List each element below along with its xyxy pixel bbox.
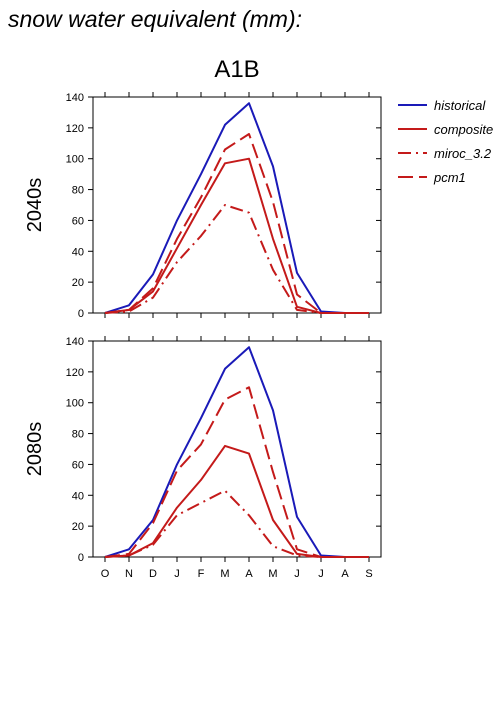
y-tick-label: 80 [72, 429, 84, 441]
y-tick-label: 120 [66, 123, 84, 135]
x-tick-label: A [341, 568, 349, 580]
y-tick-label: 0 [78, 552, 84, 564]
x-tick-label: F [198, 568, 205, 580]
plot-frame [92, 96, 382, 314]
page-title: snow water equivalent (mm): [8, 6, 302, 32]
x-tick-label: N [125, 568, 133, 580]
y-tick-label: 60 [72, 459, 84, 471]
legend-label: composite [434, 122, 493, 137]
x-tick-label: M [268, 568, 277, 580]
legend-label: historical [434, 98, 486, 113]
y-tick-label: 40 [72, 246, 84, 258]
x-tick-label: D [149, 568, 157, 580]
x-tick-label: J [294, 568, 300, 580]
x-tick-label: A [245, 568, 253, 580]
y-tick-label: 60 [72, 215, 84, 227]
panel-ylabel: 2040s [24, 178, 46, 233]
y-tick-label: 100 [66, 154, 84, 166]
legend: historical composite miroc_3.2 pcm1 [398, 98, 493, 185]
legend-label: pcm1 [433, 170, 466, 185]
panel-2040s: 0 20 40 60 80 100 120 140 2040s [24, 92, 382, 320]
series-line-composite [104, 157, 369, 314]
plot-frame [92, 340, 382, 558]
y-tick-label: 80 [72, 185, 84, 197]
y-tick-label: 140 [66, 336, 84, 348]
series-line-pcm1 [104, 133, 369, 314]
panel-2080s: 0 20 40 60 80 100 120 140 O N D J F M A M J J A S 2080s [24, 336, 382, 580]
y-tick-label: 140 [66, 92, 84, 104]
y-tick-label: 20 [72, 521, 84, 533]
chart-title-text: A1B [214, 56, 260, 83]
y-tick-label: 100 [66, 398, 84, 410]
series-line-pcm1 [104, 386, 369, 558]
y-tick-label: 0 [78, 308, 84, 320]
x-tick-label: J [174, 568, 180, 580]
x-tick-label: M [220, 568, 229, 580]
series-line-composite [104, 444, 369, 558]
panel-ylabel: 2080s [24, 422, 46, 477]
y-tick-label: 120 [66, 367, 84, 379]
series-line-historical [104, 346, 369, 558]
y-tick-label: 20 [72, 277, 84, 289]
y-tick-label: 40 [72, 490, 84, 502]
legend-label: miroc_3.2 [434, 146, 492, 161]
x-tick-label: O [101, 568, 110, 580]
x-tick-label: J [318, 568, 324, 580]
series-line-historical [104, 102, 369, 314]
x-tick-label: S [365, 568, 372, 580]
